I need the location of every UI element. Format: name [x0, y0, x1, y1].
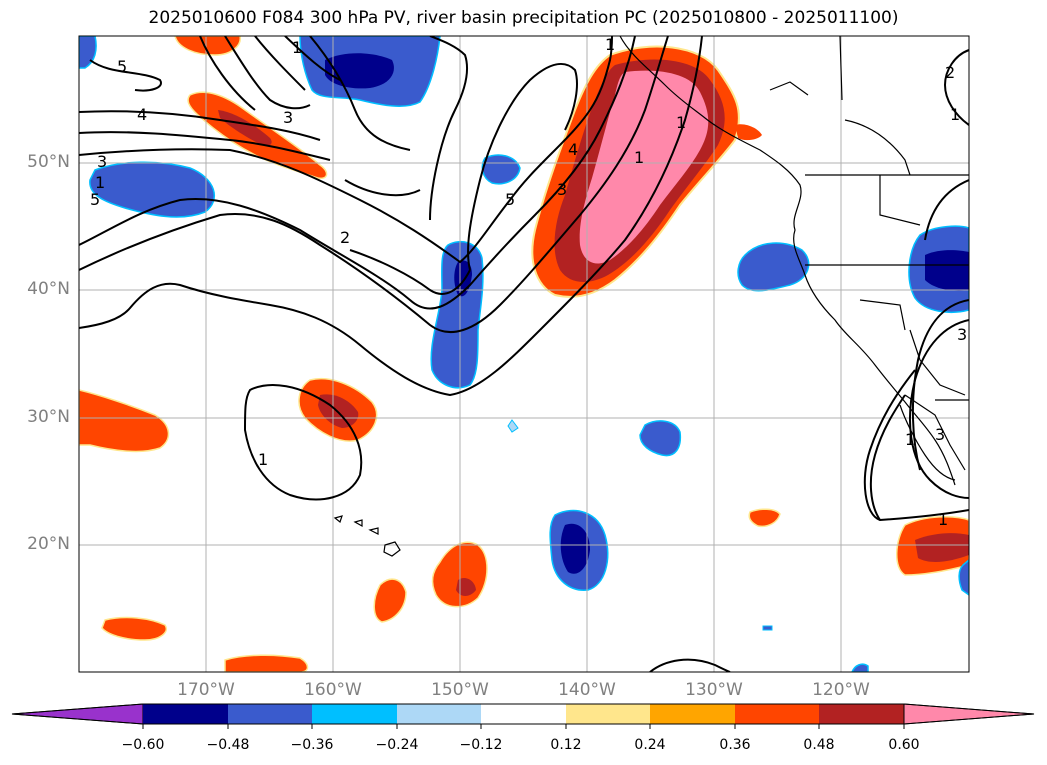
- contour-label: 3: [957, 325, 967, 344]
- lat-tick-label: 20°N: [27, 534, 70, 554]
- contour-label: 2: [945, 63, 955, 82]
- colorbar-swatch: [397, 704, 481, 724]
- contour-label: 1: [258, 450, 268, 469]
- colorbar-label: −0.36: [290, 737, 334, 753]
- colorbar-swatch: [481, 704, 566, 724]
- colorbar-label: 0.36: [719, 737, 751, 753]
- colorbar-swatch: [228, 704, 312, 724]
- contour-label: 3: [557, 180, 567, 199]
- contour-label: 4: [137, 105, 147, 124]
- lat-tick-label: 50°N: [27, 152, 70, 172]
- colorbar-swatch: [650, 704, 735, 724]
- colorbar-swatch: [143, 704, 228, 724]
- colorbar-swatch: [735, 704, 819, 724]
- contour-label: 1: [676, 113, 686, 132]
- map-plot-area: [79, 36, 969, 672]
- contour-label: 1: [938, 510, 948, 529]
- coastlines: [619, 36, 969, 486]
- contour-label: 1: [634, 148, 644, 167]
- contour-label: 1: [292, 38, 302, 57]
- colorbar-swatch: [312, 704, 397, 724]
- pv-contours: [79, 36, 969, 672]
- contour-label: 5: [90, 190, 100, 209]
- lon-tick-label: 150°W: [431, 680, 489, 700]
- lon-tick-label: 130°W: [685, 680, 743, 700]
- colorbar-extend-max: [903, 703, 1035, 725]
- contour-label: 1: [605, 35, 615, 54]
- map-frame: [78, 35, 970, 673]
- colorbar-label: −0.48: [206, 737, 250, 753]
- colorbar-swatch: [819, 704, 904, 724]
- colorbar-label: 0.24: [634, 737, 666, 753]
- precip-anomaly-positive-northwest: [174, 36, 328, 180]
- colorbar-label: 0.12: [550, 737, 582, 753]
- precip-anomaly-positive-west: [79, 389, 170, 453]
- lon-tick-label: 120°W: [812, 680, 870, 700]
- contour-label: 3: [935, 425, 945, 444]
- colorbar-label: 0.60: [888, 737, 920, 753]
- precip-anomaly-negative: [79, 36, 969, 672]
- contour-label: 3: [283, 108, 293, 127]
- colorbar-label: −0.12: [459, 737, 503, 753]
- contour-label: 2: [340, 228, 350, 247]
- contour-label: 3: [97, 152, 107, 171]
- map-title: 2025010600 F084 300 hPa PV, river basin …: [148, 8, 899, 28]
- contour-label: 1: [95, 173, 105, 192]
- colorbar-label: −0.60: [121, 737, 165, 753]
- contour-labels: 5 4 3 1 5 2 3 1 1 1 2 1 3 1 1 3 5 1 4 1 …: [90, 35, 967, 529]
- contour-label: 4: [568, 140, 578, 159]
- colorbar-extend-min: [11, 703, 144, 725]
- contour-label: 1: [950, 105, 960, 124]
- lat-tick-label: 40°N: [27, 279, 70, 299]
- colorbar-label: 0.48: [803, 737, 835, 753]
- lon-tick-label: 170°W: [177, 680, 235, 700]
- precip-anomaly-positive-south: [101, 508, 969, 672]
- colorbar: [11, 703, 1035, 729]
- lat-tick-label: 30°N: [27, 407, 70, 427]
- contour-label: 5: [505, 190, 515, 209]
- gridlines: [79, 36, 969, 672]
- lon-tick-label: 160°W: [304, 680, 362, 700]
- contour-label: 1: [905, 430, 915, 449]
- colorbar-swatch: [566, 704, 650, 724]
- colorbar-label: −0.24: [375, 737, 419, 753]
- contour-label: 5: [117, 57, 127, 76]
- lon-tick-label: 140°W: [558, 680, 616, 700]
- hawaii-islands: [333, 515, 401, 557]
